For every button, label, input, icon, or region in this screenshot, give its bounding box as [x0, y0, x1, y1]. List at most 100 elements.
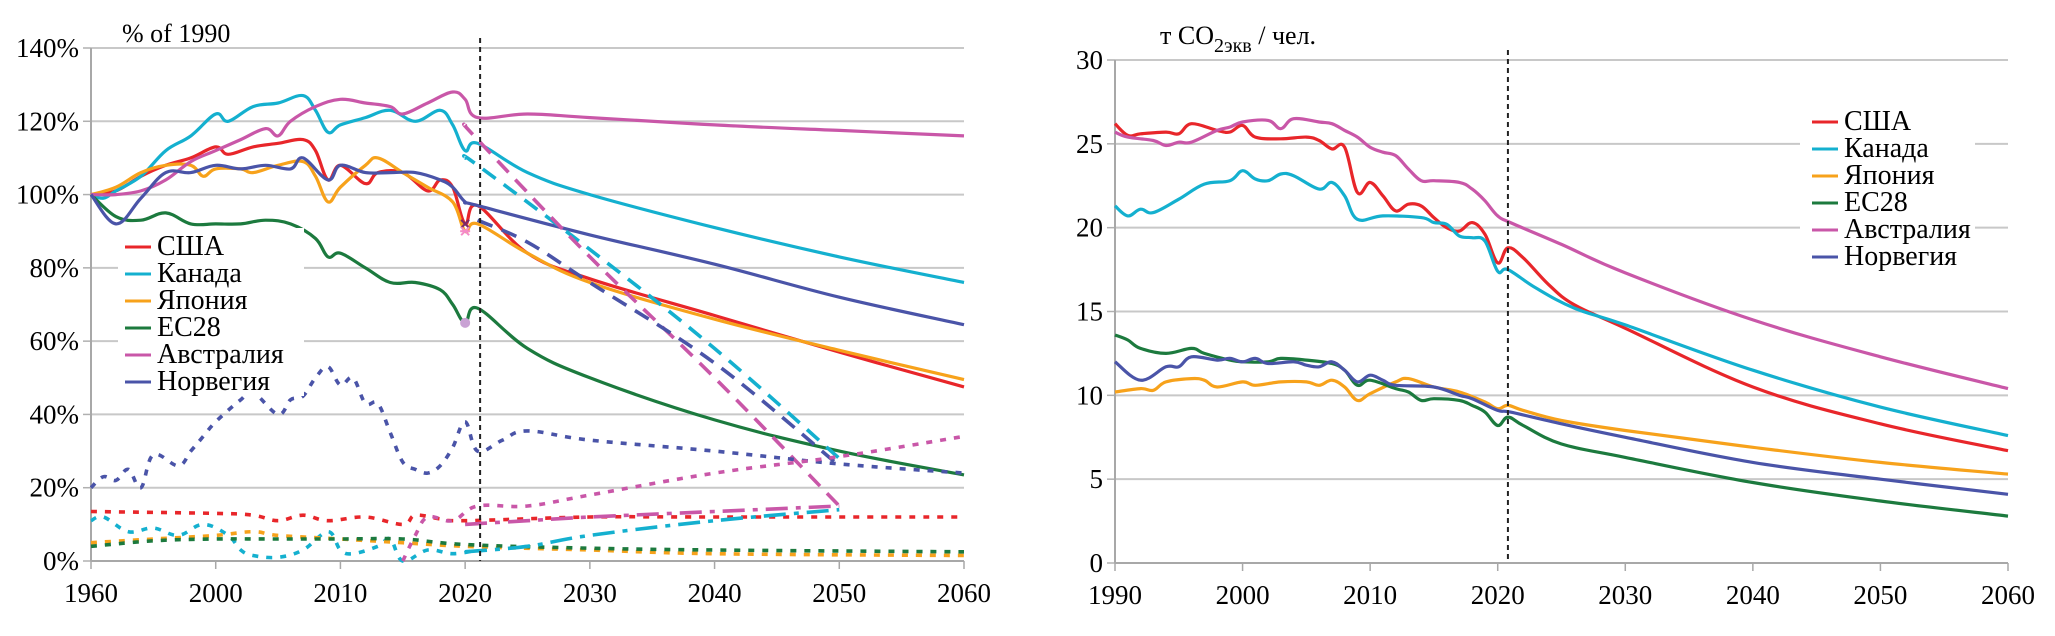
right-y-tick-label: 0	[1090, 548, 1104, 578]
left-series-australia-target-path	[462, 122, 841, 508]
left-legend-label: США	[157, 231, 225, 262]
left-marker-circle	[460, 317, 471, 328]
right-series-japan	[1114, 376, 2009, 476]
right-legend-label: Норвегия	[1844, 241, 1957, 272]
left-axes	[83, 47, 965, 569]
left-legend-label: Австралия	[157, 339, 284, 370]
left-series-japan	[90, 156, 965, 382]
right-legend-item-eu28: ЕС28	[1812, 187, 1908, 218]
right-legend-item-norway: Норвегия	[1812, 241, 1957, 272]
right-x-tick-label: 2060	[1981, 580, 2035, 610]
right-x-tick-label: 2040	[1726, 580, 1780, 610]
left-series-norway-target-path	[476, 218, 841, 468]
left-series-australia-dashdot	[464, 504, 840, 527]
right-legend-item-usa: США	[1812, 106, 1912, 137]
left-y-tick-label: 100%	[16, 180, 79, 210]
right-gridlines	[1115, 59, 2008, 481]
left-series-eu28	[89, 193, 965, 477]
left-x-tick-label: 2060	[937, 578, 991, 608]
left-y-tick-label: 140%	[16, 33, 79, 63]
left-legend-label: Канада	[157, 258, 242, 289]
left-series-canada-target-path	[462, 154, 841, 460]
left-x-tick-label: 2050	[812, 578, 866, 608]
left-y-tick-label: 0%	[43, 546, 79, 576]
left-legend-background	[118, 228, 304, 396]
right-y-tick-label: 5	[1090, 464, 1104, 494]
left-series-norway-dotted	[89, 364, 965, 490]
right-legend-item-japan: Япония	[1812, 160, 1935, 191]
right-series-canada	[1113, 169, 2009, 438]
left-marker-x	[460, 219, 470, 229]
right-unit-label: т CO2экв / чел.	[1160, 21, 1316, 57]
left-legend-label: ЕС28	[157, 312, 221, 343]
left-series-usa-dotted	[90, 509, 964, 527]
right-y-tick-label: 30	[1076, 45, 1103, 75]
right-x-tick-labels: 1990 2000 2010 2020 2030 2040 2050 2060	[1088, 580, 2035, 610]
left-y-tick-label: 80%	[30, 253, 80, 283]
right-chart: 0 5 10 15 20 25 30 1990 2000 2010 2020 2030 2040 205…	[1076, 21, 2035, 610]
right-x-tick-label: 1990	[1088, 580, 1142, 610]
left-series-lines	[89, 90, 965, 563]
right-legend-label: Япония	[1844, 160, 1935, 191]
right-unit-label-subscript: 2экв	[1214, 35, 1252, 57]
left-legend-item-eu28: ЕС28	[125, 312, 221, 343]
left-marker-asterisk	[460, 226, 471, 236]
left-unit-label: % of 1990	[122, 19, 230, 48]
right-y-tick-label: 15	[1076, 297, 1103, 327]
left-series-canada-dashdot	[464, 507, 840, 554]
left-legend-item-canada: Канада	[125, 258, 242, 289]
right-series-eu28	[1114, 333, 2009, 518]
right-series-australia	[1114, 116, 2009, 391]
right-legend-item-canada: Канада	[1812, 133, 1929, 164]
right-x-tick-label: 2000	[1216, 580, 1270, 610]
left-legend-label: Япония	[157, 285, 248, 316]
left-x-tick-label: 2040	[688, 578, 742, 608]
left-x-tick-label: 2000	[189, 578, 243, 608]
right-y-tick-labels: 0 5 10 15 20 25 30	[1076, 45, 1103, 578]
right-x-tick-label: 2050	[1853, 580, 1907, 610]
left-markers	[460, 219, 471, 328]
left-series-canada	[90, 93, 965, 285]
right-legend-label: США	[1844, 106, 1912, 137]
right-series-lines	[1113, 116, 2009, 518]
right-x-tick-label: 2030	[1598, 580, 1652, 610]
right-y-tick-label: 10	[1076, 380, 1103, 410]
right-x-tick-label: 2010	[1343, 580, 1397, 610]
left-y-tick-label: 120%	[16, 106, 79, 136]
left-legend-label: Норвегия	[157, 366, 270, 397]
left-y-tick-label: 60%	[30, 326, 80, 356]
left-y-tick-label: 40%	[30, 399, 80, 429]
left-series-japan-dotted	[90, 529, 965, 558]
left-series-norway	[89, 156, 965, 327]
left-legend-item-norway: Норвегия	[125, 366, 270, 397]
left-y-tick-label: 20%	[30, 473, 80, 503]
right-legend-label: Австралия	[1844, 214, 1971, 245]
right-series-norway	[1113, 354, 2009, 496]
right-unit-label-main: т CO	[1160, 21, 1214, 50]
left-series-australia	[90, 90, 965, 197]
right-legend-label: ЕС28	[1844, 187, 1908, 218]
left-x-tick-labels: 1960 2000 2010 2020 2030 2040 2050 2060	[64, 578, 991, 608]
left-x-tick-label: 2020	[438, 578, 492, 608]
left-legend-item-japan: Япония	[125, 285, 248, 316]
right-legend-background	[1800, 104, 1975, 272]
left-series-eu28-dotted	[90, 536, 965, 554]
right-axes	[1107, 59, 2009, 571]
left-x-tick-label: 2030	[563, 578, 617, 608]
left-chart: 0% 20% 40% 60% 80% 100% 120% 140% 1960 2000 2010 2…	[16, 19, 991, 608]
left-legend-item-usa: США	[125, 231, 225, 262]
right-x-tick-label: 2020	[1471, 580, 1525, 610]
left-y-tick-labels: 0% 20% 40% 60% 80% 100% 120% 140%	[16, 33, 79, 576]
left-x-tick-label: 2010	[313, 578, 367, 608]
right-legend-label: Канада	[1844, 133, 1929, 164]
right-y-tick-label: 25	[1076, 129, 1103, 159]
left-x-tick-label: 1960	[64, 578, 118, 608]
right-legend-item-australia: Австралия	[1812, 214, 1971, 245]
left-series-australia-dotted	[401, 434, 965, 562]
right-unit-label-tail: / чел.	[1252, 21, 1316, 50]
right-y-tick-label: 20	[1076, 213, 1103, 243]
left-legend-item-australia: Австралия	[125, 339, 284, 370]
